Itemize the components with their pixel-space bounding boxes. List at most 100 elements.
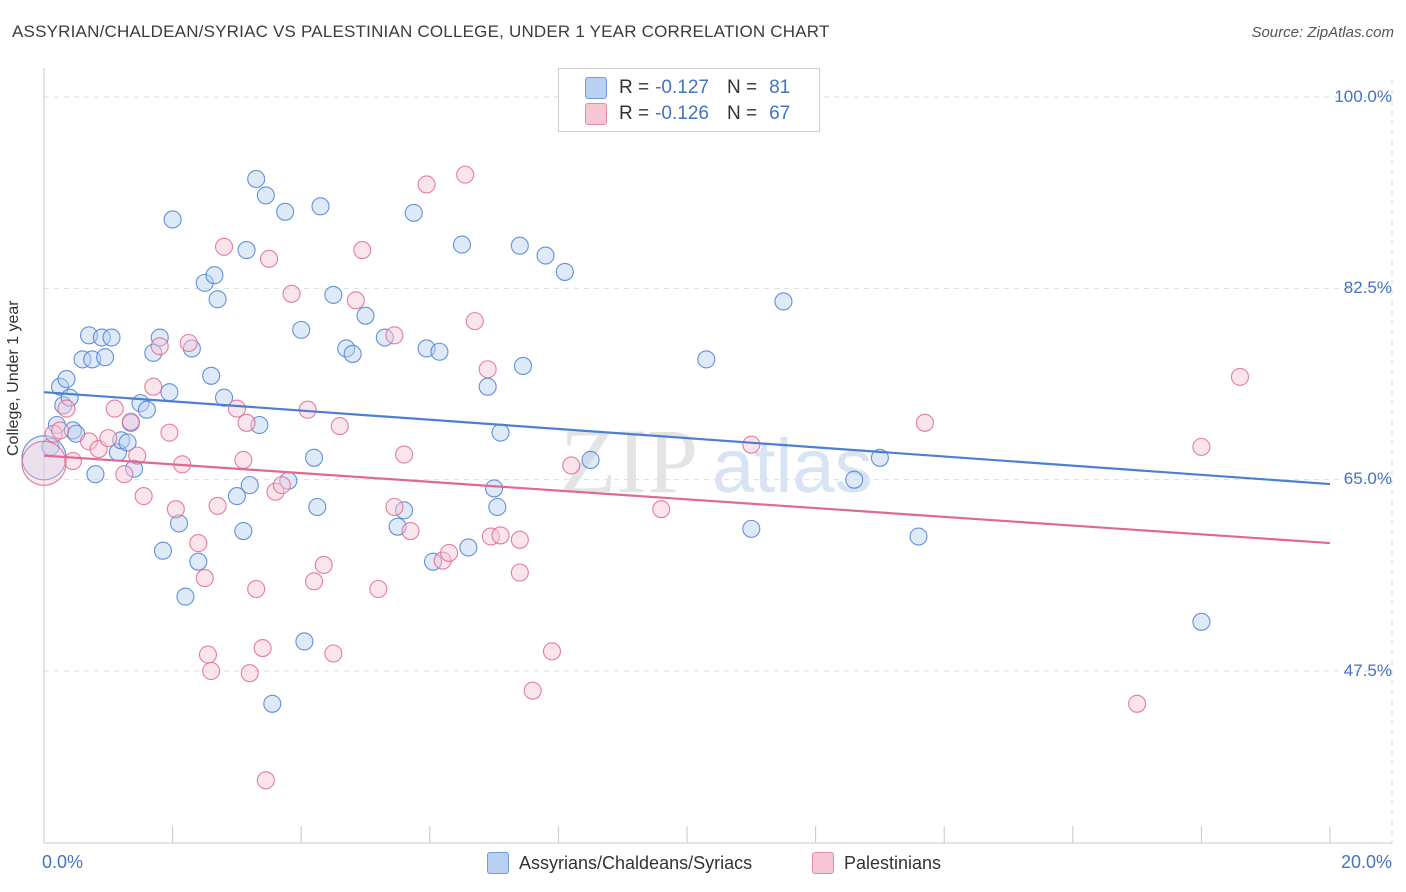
palestinians-point [385, 497, 404, 517]
trend-line-assyrians [43, 391, 1331, 486]
n-label: N = [726, 77, 758, 98]
assyrians-point [234, 522, 253, 541]
pink-swatch [812, 852, 834, 874]
assyrians-point [536, 246, 555, 265]
palestinians-point [234, 450, 253, 470]
trend-lines [43, 391, 1331, 545]
palestinians-point [481, 527, 500, 546]
n-value: 67 [769, 103, 791, 124]
assyrians-point [1192, 612, 1211, 631]
axes [43, 68, 1392, 844]
palestinians-point [214, 237, 234, 256]
palestinians-point [353, 241, 372, 260]
series-assyrians-points [21, 169, 1211, 713]
assyrians-point [182, 339, 201, 358]
series-palestinians-points [21, 165, 1250, 790]
r-label: R = [619, 103, 650, 124]
assyrians-point [478, 377, 497, 396]
palestinians-point [915, 413, 934, 432]
assyrians-point [430, 342, 449, 361]
assyrians-point [73, 350, 92, 369]
assyrians-point [118, 433, 137, 452]
source-label: Source: ZipAtlas.com [1251, 24, 1394, 41]
trend-line-palestinians [43, 454, 1331, 545]
n-label: N = [726, 103, 758, 124]
palestinians-point [282, 284, 301, 303]
assyrians-point [92, 328, 111, 347]
palestinians-point [330, 417, 349, 436]
y-tick-82-5: 82.5% [1343, 278, 1392, 297]
assyrians-point [102, 328, 121, 347]
assyrians-point [96, 348, 115, 367]
assyrians-point [295, 632, 314, 651]
palestinians-point [510, 563, 529, 582]
assyrians-point [137, 400, 156, 419]
legend-label: Palestinians [844, 852, 942, 873]
assyrians-point [169, 514, 189, 533]
palestinians-point [259, 249, 279, 268]
x-tick-right: 20.0% [1340, 852, 1392, 872]
assyrians-point [195, 273, 214, 292]
assyrians-point [909, 527, 928, 546]
chart-title: ASSYRIAN/CHALDEAN/SYRIAC VS PALESTINIAN … [12, 22, 830, 41]
assyrians-point [205, 266, 224, 285]
palestinians-point [417, 175, 436, 194]
palestinians-point [160, 423, 179, 442]
palestinians-point [272, 476, 291, 495]
palestinians-point [465, 312, 484, 331]
palestinians-point [478, 360, 497, 379]
palestinians-point [440, 543, 459, 562]
assyrians-point [459, 538, 478, 557]
assyrians-point [742, 519, 761, 538]
assyrians-point [247, 169, 266, 189]
palestinians-point [202, 661, 221, 681]
watermark-atlas: atlas [712, 424, 873, 509]
pink-swatch [585, 103, 607, 125]
assyrians-point [581, 450, 600, 470]
palestinians-point [198, 645, 218, 664]
palestinians-point [166, 500, 185, 519]
assyrians-point [513, 356, 533, 376]
palestinians-point [1128, 694, 1147, 713]
watermark-zip: ZIP [560, 410, 698, 512]
palestinians-point [195, 569, 214, 588]
palestinians-point [99, 429, 118, 448]
assyrians-point [292, 320, 311, 339]
palestinians-point [652, 500, 671, 519]
palestinians-point [189, 534, 208, 553]
assyrians-point [845, 470, 864, 489]
assyrians-point [491, 423, 510, 442]
assyrians-point [404, 203, 423, 222]
assyrians-point [356, 306, 375, 325]
assyrians-point [343, 344, 362, 363]
assyrians-point [240, 476, 259, 495]
assyrians-point [144, 343, 163, 362]
assyrians-point [555, 262, 574, 281]
palestinians-point [314, 555, 333, 574]
assyrians-point [153, 541, 173, 560]
y-tick-65: 65.0% [1343, 469, 1392, 488]
palestinians-point [57, 399, 76, 418]
palestinians-point [227, 399, 246, 418]
palestinians-point [305, 572, 324, 591]
legend-item-palestinians: Palestinians [812, 852, 941, 874]
palestinians-point [63, 452, 82, 471]
palestinians-point [247, 579, 266, 599]
palestinians-point [1192, 437, 1211, 456]
palestinians-point [491, 526, 510, 545]
n-value: 81 [769, 77, 791, 98]
assyrians-point [308, 497, 327, 517]
r-value: -0.126 [655, 103, 709, 124]
palestinians-point [21, 440, 67, 486]
y-tick-47-5: 47.5% [1343, 661, 1392, 680]
palestinians-point [346, 291, 365, 310]
palestinians-point [253, 638, 272, 658]
palestinians-point [266, 482, 285, 501]
legend-label: Assyrians/Chaldeans/Syriacs [519, 852, 753, 873]
assyrians-point [202, 366, 221, 385]
assyrians-point [54, 396, 73, 415]
assyrians-point [452, 235, 472, 254]
palestinians-point [385, 326, 404, 345]
assyrians-point [57, 370, 76, 389]
palestinians-point [105, 399, 124, 418]
